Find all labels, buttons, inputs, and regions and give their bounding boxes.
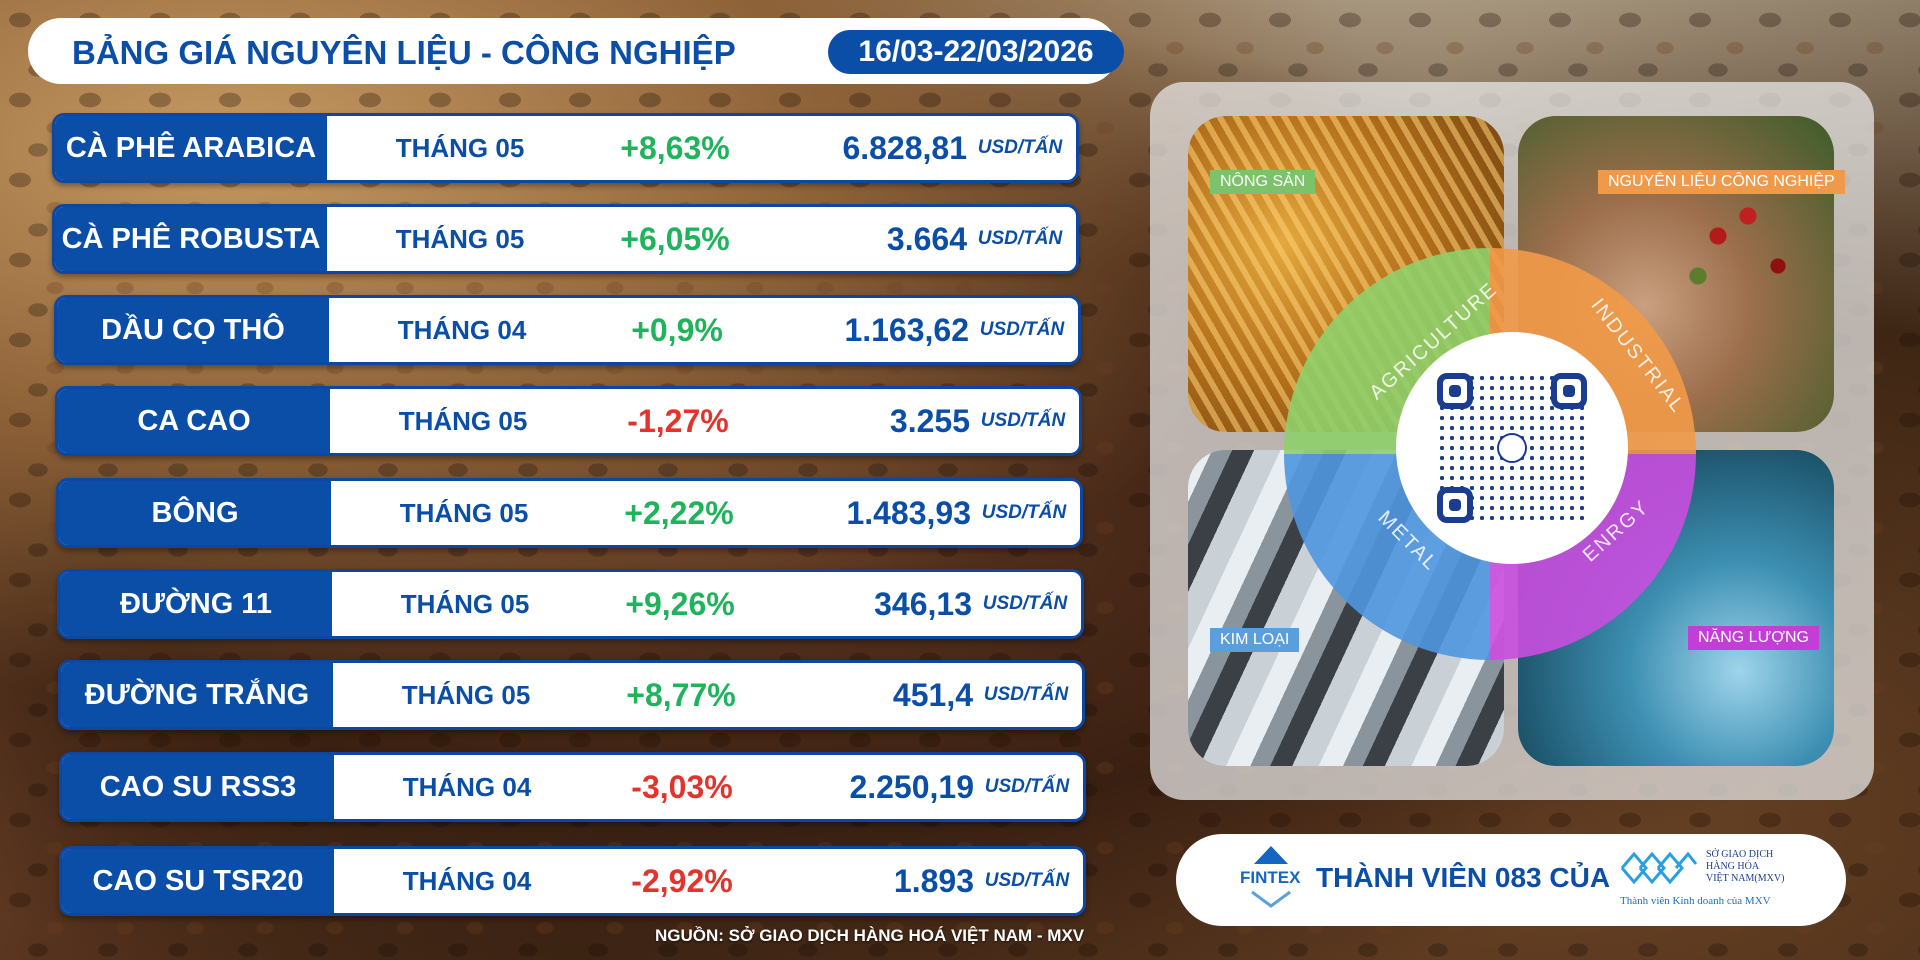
price-row: DẦU CỌ THÔ THÁNG 04 +0,9% 1.163,62 USD/T…: [54, 295, 1081, 365]
contract-month: THÁNG 05: [395, 132, 525, 163]
price-change: +8,77%: [626, 676, 736, 713]
contract-month: THÁNG 05: [398, 405, 528, 436]
contract-month: THÁNG 04: [397, 314, 527, 345]
label-agriculture: NÔNG SẢN: [1210, 170, 1316, 194]
contract-month: THÁNG 05: [395, 223, 525, 254]
qr-finder-icon: [1551, 373, 1587, 409]
price-value: 346,13: [874, 585, 972, 622]
date-range-badge: 16/03-22/03/2026: [828, 30, 1124, 74]
price-row: BÔNG THÁNG 05 +2,22% 1.483,93 USD/TẤN: [56, 478, 1083, 548]
qr-finder-icon: [1437, 487, 1473, 523]
price-change: +9,26%: [625, 585, 735, 622]
price-unit: USD/TẤN: [979, 319, 1065, 340]
commodity-name: BÔNG: [59, 481, 331, 545]
price-change: -3,03%: [631, 768, 733, 805]
qr-code-circle[interactable]: [1396, 332, 1628, 564]
price-unit: USD/TẤN: [982, 593, 1068, 614]
commodity-name: CAO SU TSR20: [62, 849, 334, 913]
price-unit: USD/TẤN: [981, 502, 1067, 523]
commodity-name: DẦU CỌ THÔ: [57, 298, 329, 362]
price-change: -2,92%: [631, 862, 733, 899]
price-value: 1.893: [893, 862, 974, 899]
price-change: +0,9%: [631, 311, 723, 348]
price-value: 451,4: [892, 676, 973, 713]
price-value: 3.255: [889, 402, 970, 439]
contract-month: THÁNG 04: [402, 865, 532, 896]
source-note: NGUỒN: SỞ GIAO DỊCH HÀNG HOÁ VIỆT NAM - …: [655, 926, 1085, 945]
price-row: CÀ PHÊ ROBUSTA THÁNG 05 +6,05% 3.664 USD…: [52, 204, 1079, 274]
price-unit: USD/TẤN: [984, 870, 1070, 891]
member-bar: [1176, 834, 1846, 926]
price-row: CA CAO THÁNG 05 -1,27% 3.255 USD/TẤN: [55, 386, 1082, 456]
price-unit: USD/TẤN: [984, 776, 1070, 797]
mxv-logo-icon: [1620, 851, 1698, 885]
label-industrial: NGUYÊN LIỆU CÔNG NGHIỆP: [1598, 170, 1845, 194]
contract-month: THÁNG 04: [402, 771, 532, 802]
commodity-name: CAO SU RSS3: [62, 755, 334, 819]
mxv-name: SỞ GIAO DỊCH HÀNG HÓA VIỆT NAM(MXV): [1706, 849, 1785, 884]
title-bar: BẢNG GIÁ NGUYÊN LIỆU - CÔNG NGHIỆP 16/03…: [28, 18, 1124, 84]
commodity-name: CÀ PHÊ ROBUSTA: [55, 207, 327, 271]
fintex-logo-icon: [1251, 846, 1291, 908]
page-title: BẢNG GIÁ NGUYÊN LIỆU - CÔNG NGHIỆP: [72, 34, 736, 71]
contract-month: THÁNG 05: [400, 588, 530, 619]
commodity-name: CA CAO: [58, 389, 330, 453]
member-text: THÀNH VIÊN 083 CỦA: [1316, 862, 1611, 893]
price-value: 1.163,62: [844, 311, 969, 348]
contract-month: THÁNG 05: [401, 679, 531, 710]
contract-month: THÁNG 05: [399, 497, 529, 528]
price-row: ĐƯỜNG TRẮNG THÁNG 05 +8,77% 451,4 USD/TẤ…: [58, 660, 1085, 730]
mxv-subtitle: Thành viên Kinh doanh của MXV: [1620, 895, 1771, 907]
price-change: +6,05%: [620, 220, 730, 257]
price-change: -1,27%: [627, 402, 729, 439]
qr-finder-icon: [1437, 373, 1473, 409]
price-row: ĐƯỜNG 11 THÁNG 05 +9,26% 346,13 USD/TẤN: [57, 569, 1084, 639]
price-row: CAO SU RSS3 THÁNG 04 -3,03% 2.250,19 USD…: [59, 752, 1086, 822]
commodity-name: CÀ PHÊ ARABICA: [55, 116, 327, 180]
price-value: 3.664: [886, 220, 967, 257]
label-metal: KIM LOẠI: [1210, 628, 1300, 652]
label-energy: NĂNG LƯỢNG: [1688, 626, 1819, 650]
commodity-name: ĐƯỜNG TRẮNG: [61, 663, 333, 727]
fintex-logo-text: FINTEX: [1240, 868, 1301, 887]
price-unit: USD/TẤN: [983, 684, 1069, 705]
price-unit: USD/TẤN: [977, 228, 1063, 249]
qr-code[interactable]: [1437, 373, 1587, 523]
fintex-mini-logo-icon: [1497, 433, 1527, 463]
price-change: +2,22%: [624, 494, 734, 531]
commodity-name: ĐƯỜNG 11: [60, 572, 332, 636]
price-row: CÀ PHÊ ARABICA THÁNG 05 +8,63% 6.828,81 …: [52, 113, 1079, 183]
price-unit: USD/TẤN: [980, 410, 1066, 431]
price-value: 1.483,93: [846, 494, 971, 531]
price-value: 6.828,81: [842, 129, 967, 166]
price-change: +8,63%: [620, 129, 730, 166]
price-unit: USD/TẤN: [977, 137, 1063, 158]
price-value: 2.250,19: [849, 768, 974, 805]
price-row: CAO SU TSR20 THÁNG 04 -2,92% 1.893 USD/T…: [59, 846, 1086, 916]
